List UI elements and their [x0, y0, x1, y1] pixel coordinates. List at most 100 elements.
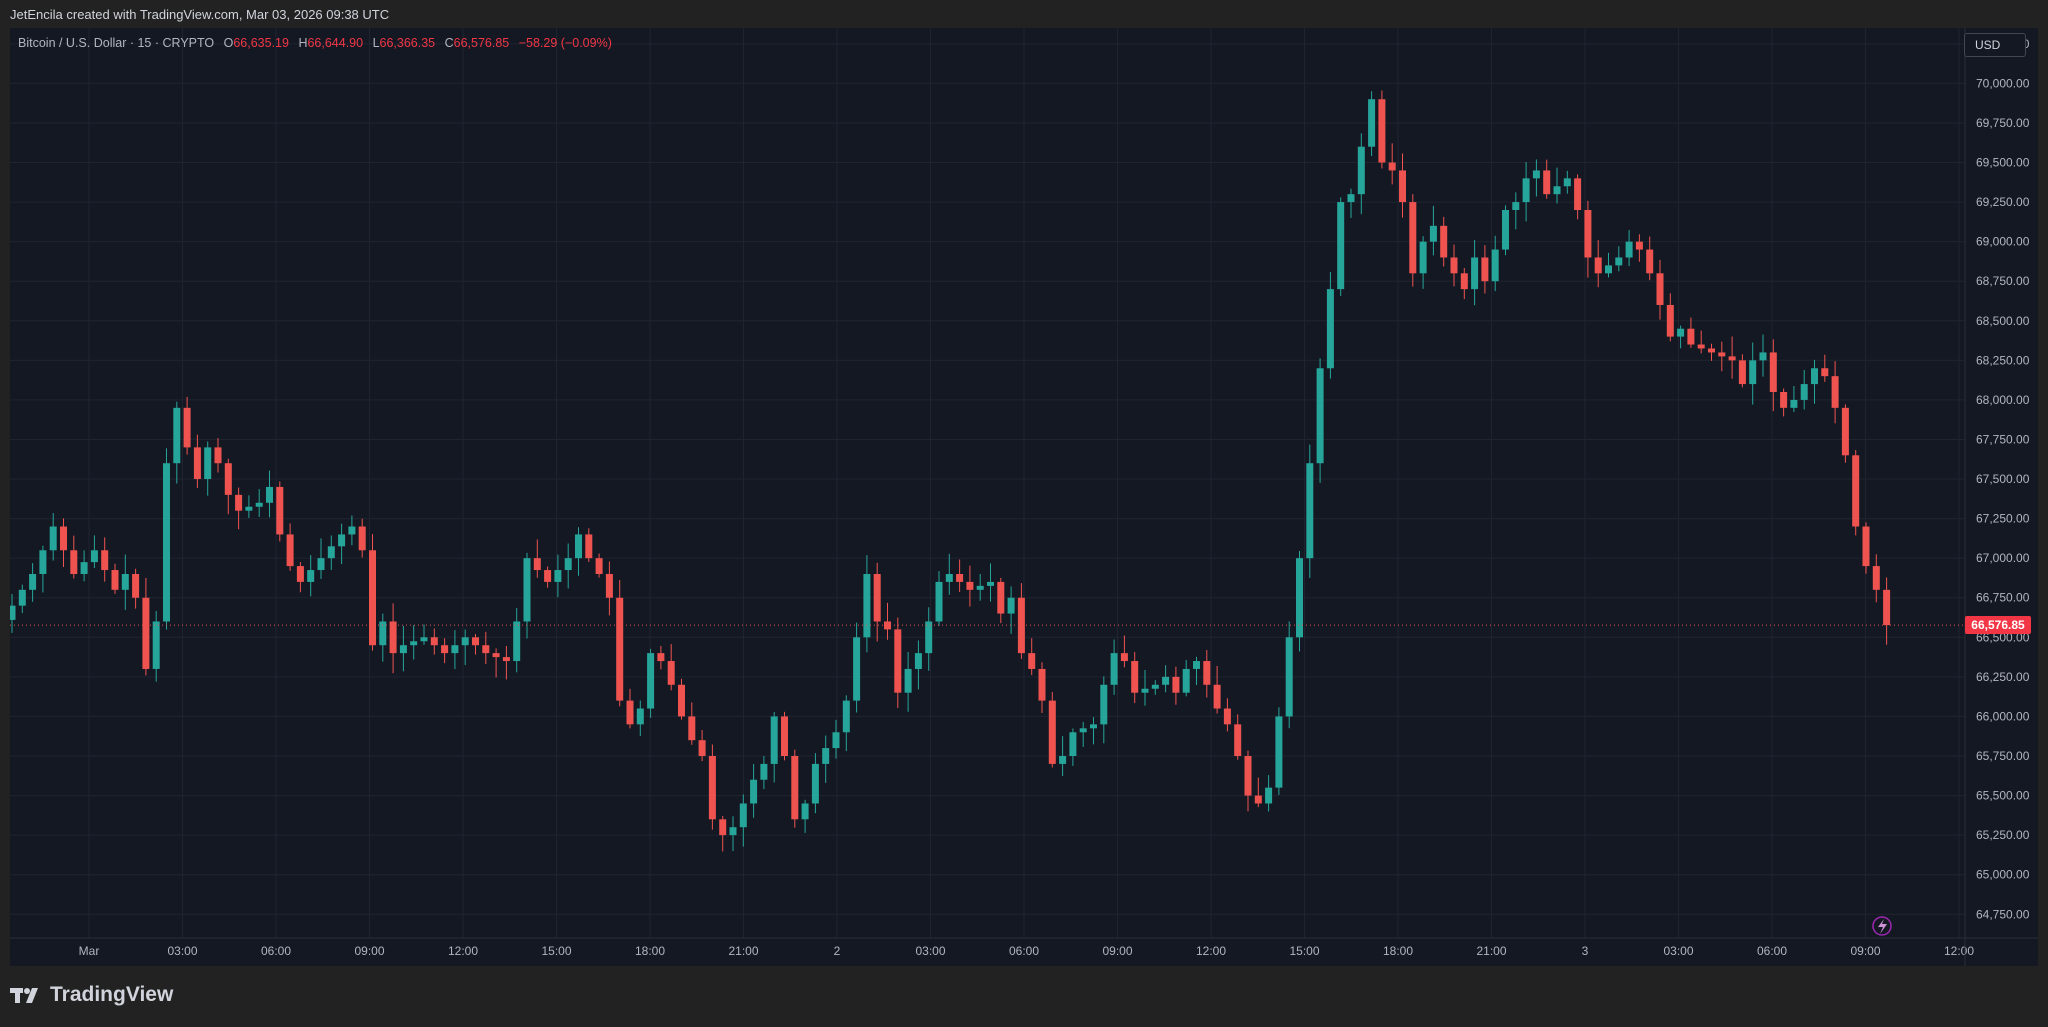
candle-body	[1378, 99, 1386, 163]
candle-body	[1357, 146, 1365, 195]
candle-body	[1450, 257, 1458, 274]
chart-area[interactable]: 64,750.00 65,000.00 65,250.00 65,500.00 65,7…	[10, 28, 2038, 966]
low-label: L	[372, 36, 380, 50]
candle-body	[750, 779, 758, 804]
candle-body	[441, 645, 449, 654]
candle-body	[1409, 202, 1417, 274]
candle-body	[472, 637, 479, 646]
candle-body	[1007, 597, 1015, 614]
candle-body	[410, 641, 418, 646]
candle-body	[348, 526, 356, 535]
x-tick-label: 03:00	[167, 944, 197, 958]
x-tick-label: 06:00	[261, 944, 291, 958]
candle-body	[678, 684, 685, 717]
candle-body	[997, 581, 1005, 614]
x-tick-label: 18:00	[635, 944, 665, 958]
y-tick-label: 65,500.00	[1976, 789, 2030, 803]
candle-body	[739, 803, 747, 828]
candle-body	[1347, 194, 1355, 203]
candle-body	[1769, 352, 1777, 392]
candle-body	[10, 605, 16, 620]
candle-body	[1728, 356, 1736, 361]
last-price-badge: 66,576.85	[1965, 616, 2031, 635]
tradingview-logo[interactable]: TradingView	[10, 983, 173, 1007]
candle-body	[1254, 795, 1262, 804]
candle-body	[39, 550, 47, 574]
candle-body	[822, 748, 830, 764]
candle-body	[523, 558, 531, 622]
candle-body	[1522, 178, 1530, 203]
candle-body	[1471, 257, 1479, 290]
candle-body	[1419, 241, 1427, 274]
x-tick-label: 09:00	[354, 944, 384, 958]
candle-body	[286, 534, 294, 567]
candle-body	[502, 657, 510, 662]
candle-body	[60, 526, 67, 551]
x-tick-label: 15:00	[541, 944, 571, 958]
candle-body	[719, 819, 727, 836]
high-label: H	[298, 36, 308, 50]
candle-body	[121, 574, 129, 590]
y-tick-label: 66,750.00	[1976, 591, 2030, 605]
candle-body	[575, 534, 582, 559]
candle-body	[533, 558, 541, 571]
candle-body	[1491, 249, 1499, 282]
candle-body	[1872, 566, 1880, 590]
candle-body	[369, 550, 376, 646]
candle-body	[760, 763, 768, 780]
candle-body	[1553, 186, 1561, 195]
candle-body	[430, 637, 438, 646]
candle-body	[276, 486, 284, 535]
y-tick-label: 69,000.00	[1976, 235, 2030, 249]
candle-body	[1306, 463, 1314, 559]
candle-body	[1275, 716, 1283, 788]
candle-body	[379, 621, 387, 646]
candle-body	[1821, 368, 1829, 377]
candle-body	[1738, 360, 1746, 385]
candle-body	[1017, 597, 1025, 654]
candle-body	[595, 558, 603, 574]
candle-body	[193, 447, 201, 480]
x-tick-label: 18:00	[1383, 944, 1413, 958]
candle-body	[1584, 210, 1592, 258]
candle-body	[327, 546, 335, 559]
candle-body	[101, 550, 109, 571]
candle-body	[183, 407, 191, 448]
candle-body	[245, 506, 253, 511]
x-tick-label: 03:00	[915, 944, 945, 958]
candle-body	[1574, 178, 1582, 210]
candlestick-chart[interactable]: 64,750.00 65,000.00 65,250.00 65,500.00 65,7…	[10, 28, 2038, 966]
symbol-legend: Bitcoin / U.S. Dollar · 15 · CRYPTO O66,…	[18, 36, 612, 50]
candle-body	[163, 463, 170, 622]
x-tick-label: 21:00	[728, 944, 758, 958]
candle-body	[657, 653, 665, 662]
candle-body	[1656, 273, 1664, 305]
x-tick-label: 09:00	[1102, 944, 1132, 958]
currency-button[interactable]: USD	[1964, 33, 2026, 57]
candle-body	[1666, 304, 1674, 337]
y-tick-label: 67,250.00	[1976, 512, 2030, 526]
candle-body	[389, 621, 397, 654]
y-tick-label: 70,000.00	[1976, 76, 2030, 90]
candle-body	[1862, 526, 1870, 567]
candle-body	[781, 716, 788, 756]
low-value: 66,366.35	[379, 36, 436, 50]
candle-body	[842, 700, 850, 733]
x-tick-label: 06:00	[1757, 944, 1787, 958]
candle-body	[1337, 202, 1345, 290]
candle-body	[904, 668, 912, 693]
candle-body	[1605, 265, 1612, 274]
candle-body	[513, 621, 521, 662]
candle-body	[317, 558, 325, 571]
y-tick-label: 67,500.00	[1976, 472, 2030, 486]
candle-body	[1708, 348, 1715, 353]
candle-body	[1079, 728, 1087, 733]
candle-body	[729, 827, 737, 836]
y-tick-label: 65,250.00	[1976, 828, 2030, 842]
candle-body	[894, 629, 902, 693]
candle-body	[1512, 202, 1520, 210]
candle-body	[451, 645, 459, 654]
symbol-title[interactable]: Bitcoin / U.S. Dollar · 15 · CRYPTO	[18, 36, 215, 50]
candle-body	[1213, 684, 1221, 709]
candle-body	[173, 407, 181, 464]
